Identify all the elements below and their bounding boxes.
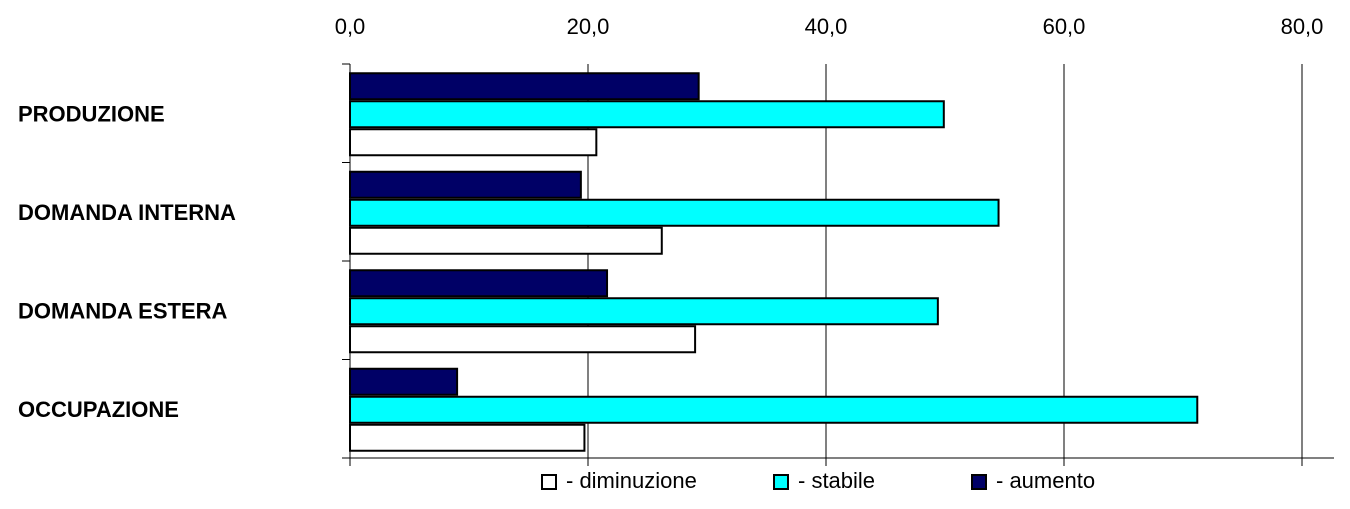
bar-diminuzione — [349, 423, 586, 452]
bar-aumento — [349, 72, 700, 101]
legend-item: - aumento — [971, 468, 1095, 493]
x-tick-label: 80,0 — [1281, 14, 1324, 39]
bar-aumento — [349, 367, 459, 396]
axes — [342, 63, 1334, 466]
bar-aumento — [349, 269, 609, 298]
x-tick-label: 20,0 — [567, 14, 610, 39]
bar-stabile — [349, 297, 939, 326]
x-tick-label: 60,0 — [1043, 14, 1086, 39]
category-labels: PRODUZIONE DOMANDA INTERNA DOMANDA ESTERA O… — [18, 101, 236, 422]
bars — [349, 72, 1199, 452]
bar-diminuzione — [349, 325, 697, 354]
bar-stabile — [349, 198, 1000, 227]
bar-diminuzione — [349, 128, 598, 157]
bar-aumento — [349, 170, 582, 199]
bar-stabile — [349, 395, 1199, 424]
x-tick-label: 40,0 — [805, 14, 848, 39]
category-label: DOMANDA ESTERA — [18, 298, 228, 323]
legend-label: - diminuzione — [566, 468, 697, 493]
category-label: PRODUZIONE — [18, 101, 165, 126]
legend: - diminuzione - stabile - aumento — [541, 468, 1095, 493]
legend-label: - stabile — [798, 468, 875, 493]
bar-diminuzione — [349, 226, 663, 255]
legend-swatch — [541, 474, 557, 490]
x-tick-label: 0,0 — [335, 14, 366, 39]
legend-label: - aumento — [996, 468, 1095, 493]
category-label: DOMANDA INTERNA — [18, 200, 236, 225]
legend-item: - diminuzione — [541, 468, 697, 493]
grid-lines — [587, 64, 1303, 458]
legend-item: - stabile — [773, 468, 875, 493]
legend-swatch — [971, 474, 987, 490]
bar-stabile — [349, 100, 945, 129]
x-tick-labels: 0,0 20,0 40,0 60,0 80,0 — [335, 14, 1324, 39]
category-label: OCCUPAZIONE — [18, 397, 179, 422]
legend-swatch — [773, 474, 789, 490]
